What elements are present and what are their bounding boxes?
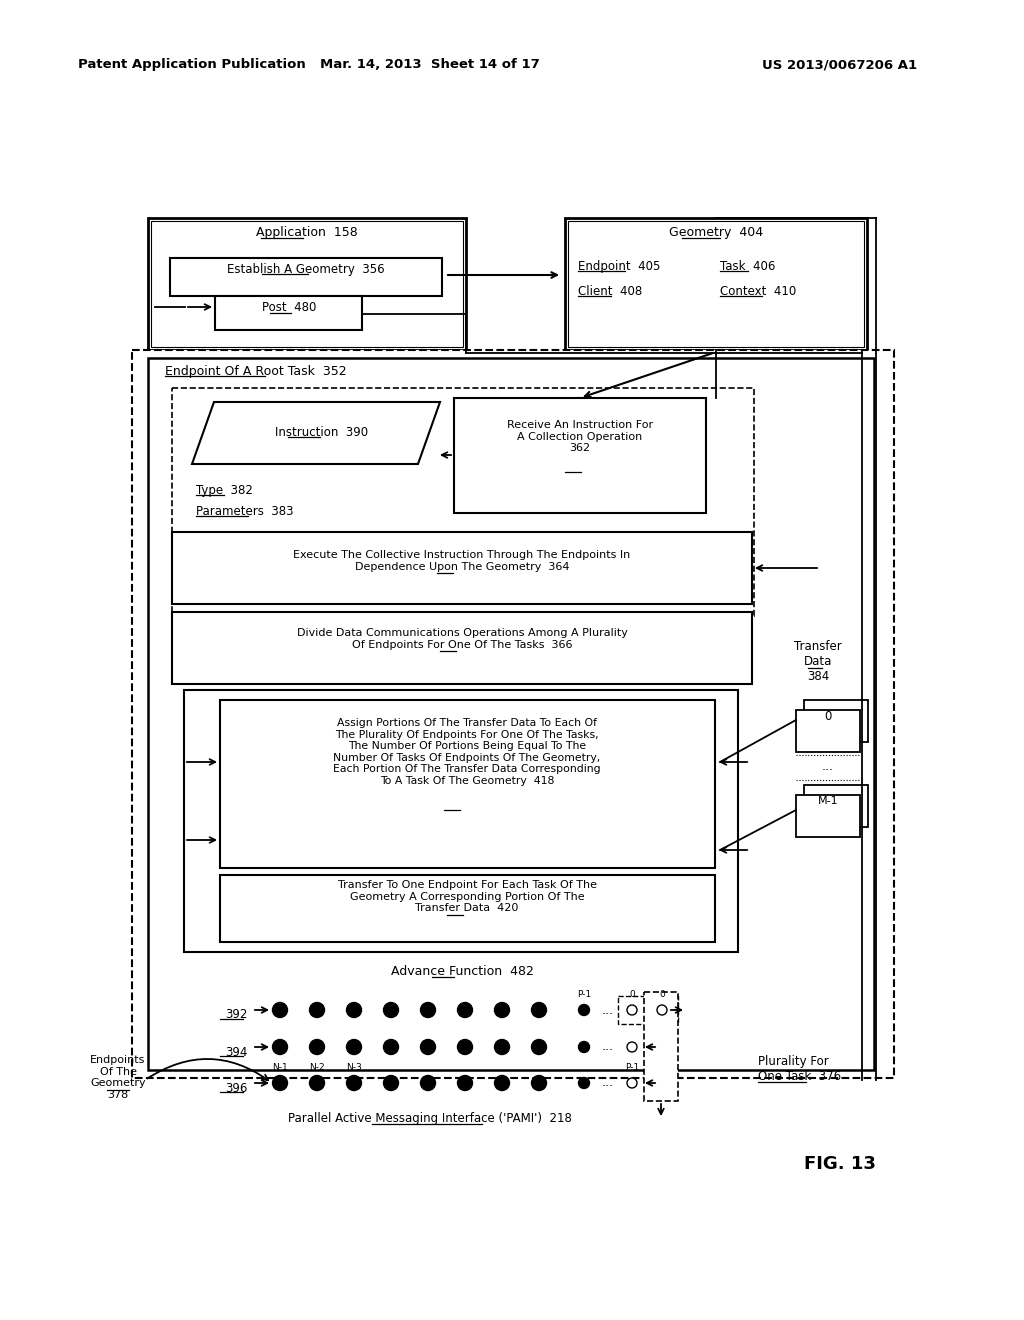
Bar	[172, 612, 752, 684]
Text: Endpoints
Of The
Geometry
378: Endpoints Of The Geometry 378	[90, 1055, 145, 1100]
Text: Post  480: Post 480	[262, 301, 316, 314]
Circle shape	[531, 1076, 547, 1090]
Text: Divide Data Communications Operations Among A Plurality
Of Endpoints For One Of : Divide Data Communications Operations Am…	[297, 628, 628, 649]
Text: ...: ...	[602, 1077, 614, 1089]
Text: 396: 396	[225, 1081, 248, 1094]
Circle shape	[657, 1005, 667, 1015]
Text: 392: 392	[225, 1008, 248, 1022]
Circle shape	[309, 1040, 325, 1055]
Text: Geometry  404: Geometry 404	[669, 226, 763, 239]
Bar	[148, 218, 466, 350]
Circle shape	[421, 1076, 435, 1090]
Circle shape	[627, 1078, 637, 1088]
Text: Context  410: Context 410	[720, 285, 797, 298]
Text: Task  406: Task 406	[720, 260, 775, 273]
Text: Plurality For
One Task  376: Plurality For One Task 376	[758, 1055, 841, 1082]
Circle shape	[458, 1040, 472, 1055]
Circle shape	[346, 1076, 361, 1090]
Circle shape	[272, 1076, 288, 1090]
Bar	[804, 785, 868, 828]
Text: Instruction  390: Instruction 390	[275, 426, 369, 440]
Bar	[804, 700, 868, 742]
Circle shape	[579, 1041, 590, 1052]
Text: Application  158: Application 158	[256, 226, 357, 239]
Circle shape	[346, 1002, 361, 1018]
Bar	[184, 690, 738, 952]
Text: P-1: P-1	[577, 990, 591, 999]
Text: ...: ...	[602, 1040, 614, 1053]
Circle shape	[495, 1040, 510, 1055]
Bar	[568, 220, 864, 347]
Bar	[172, 388, 754, 616]
Text: N-2: N-2	[309, 1063, 325, 1072]
Text: Type  382: Type 382	[196, 484, 253, 498]
Text: Client  408: Client 408	[578, 285, 642, 298]
Text: US 2013/0067206 A1: US 2013/0067206 A1	[763, 58, 918, 71]
Text: Establish A Geometry  356: Establish A Geometry 356	[227, 263, 385, 276]
Text: Transfer To One Endpoint For Each Task Of The
Geometry A Corresponding Portion O: Transfer To One Endpoint For Each Task O…	[338, 880, 597, 913]
Text: ...: ...	[822, 760, 834, 774]
Circle shape	[421, 1002, 435, 1018]
Text: M-1: M-1	[818, 796, 839, 807]
Text: FIG. 13: FIG. 13	[804, 1155, 876, 1173]
Circle shape	[495, 1076, 510, 1090]
Text: N-3: N-3	[346, 1063, 361, 1072]
Text: Parameters  383: Parameters 383	[196, 506, 294, 517]
Bar	[565, 218, 867, 350]
Text: 394: 394	[225, 1045, 248, 1059]
Circle shape	[579, 1005, 590, 1015]
Text: Assign Portions Of The Transfer Data To Each Of
The Plurality Of Endpoints For O: Assign Portions Of The Transfer Data To …	[333, 718, 601, 785]
Circle shape	[346, 1040, 361, 1055]
Circle shape	[531, 1002, 547, 1018]
Text: Parallel Active Messaging Interface ('PAMI')  218: Parallel Active Messaging Interface ('PA…	[288, 1111, 572, 1125]
Circle shape	[309, 1002, 325, 1018]
Text: 0: 0	[659, 990, 665, 999]
Circle shape	[421, 1040, 435, 1055]
Circle shape	[384, 1076, 398, 1090]
Bar	[215, 296, 362, 330]
Bar	[220, 875, 715, 942]
Text: 0: 0	[629, 990, 635, 999]
Circle shape	[272, 1040, 288, 1055]
Circle shape	[627, 1041, 637, 1052]
Bar	[172, 532, 752, 605]
Circle shape	[531, 1040, 547, 1055]
Bar	[151, 220, 463, 347]
Text: Mar. 14, 2013  Sheet 14 of 17: Mar. 14, 2013 Sheet 14 of 17	[321, 58, 540, 71]
Bar	[454, 399, 706, 513]
Circle shape	[272, 1002, 288, 1018]
Text: Endpoint Of A Root Task  352: Endpoint Of A Root Task 352	[165, 366, 347, 378]
Bar	[170, 257, 442, 296]
Bar	[796, 795, 860, 837]
Text: 0: 0	[824, 710, 831, 723]
Bar	[618, 997, 678, 1024]
Text: Receive An Instruction For
A Collection Operation
362: Receive An Instruction For A Collection …	[507, 420, 653, 453]
Text: Patent Application Publication: Patent Application Publication	[78, 58, 306, 71]
Bar	[644, 993, 678, 1101]
Circle shape	[309, 1076, 325, 1090]
Circle shape	[458, 1076, 472, 1090]
Text: Execute The Collective Instruction Through The Endpoints In
Dependence Upon The : Execute The Collective Instruction Throu…	[293, 550, 631, 572]
Circle shape	[579, 1077, 590, 1089]
Circle shape	[495, 1002, 510, 1018]
Bar	[148, 358, 874, 1071]
Circle shape	[627, 1005, 637, 1015]
Bar	[132, 350, 894, 1078]
Text: P-1: P-1	[625, 1063, 639, 1072]
Bar	[796, 710, 860, 752]
Bar	[220, 700, 715, 869]
Text: N-1: N-1	[272, 1063, 288, 1072]
Text: Advance Function  482: Advance Function 482	[390, 965, 534, 978]
Text: ...: ...	[602, 1003, 614, 1016]
Circle shape	[384, 1002, 398, 1018]
Circle shape	[458, 1002, 472, 1018]
Circle shape	[384, 1040, 398, 1055]
Text: Transfer
Data
384: Transfer Data 384	[795, 640, 842, 682]
Text: Endpoint  405: Endpoint 405	[578, 260, 660, 273]
